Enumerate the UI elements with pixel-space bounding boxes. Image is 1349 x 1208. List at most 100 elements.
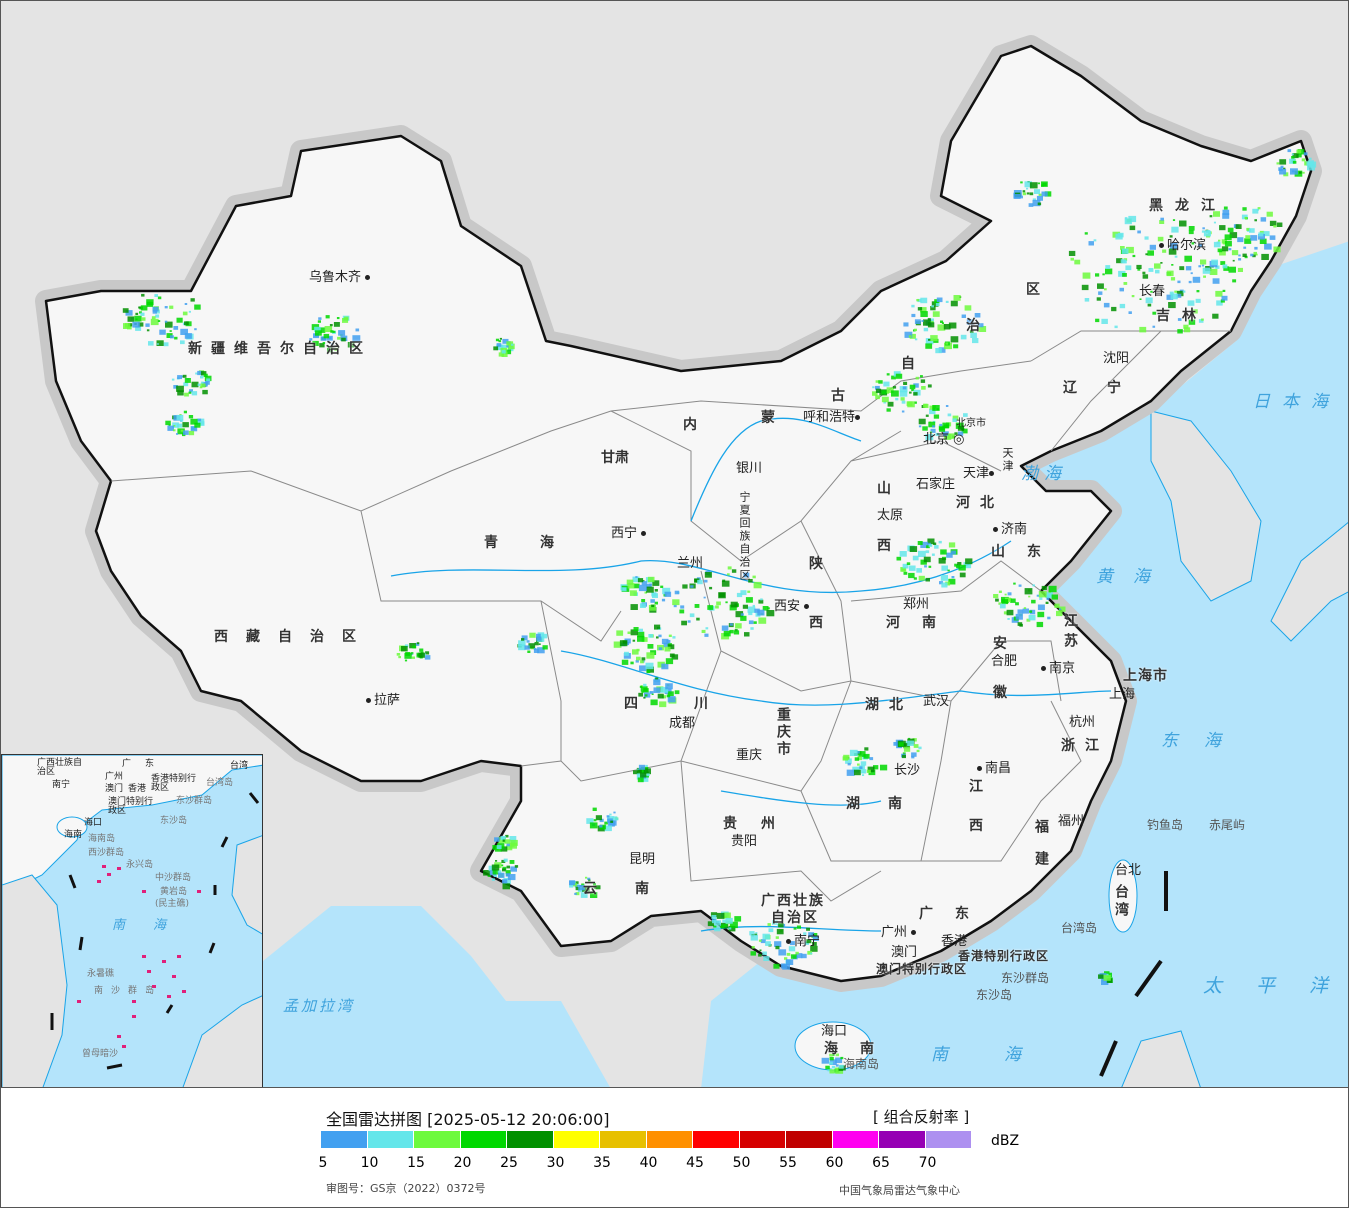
radar-echo-cell <box>1279 168 1287 175</box>
radar-echo-cell <box>1201 318 1204 321</box>
radar-echo-cell <box>891 375 896 380</box>
radar-echo-cell <box>1192 309 1198 314</box>
radar-echo-cell <box>1037 611 1045 618</box>
radar-echo-cell <box>957 425 964 431</box>
radar-echo-cell <box>1051 594 1058 600</box>
radar-map[interactable]: 乌鲁木齐 哈尔滨 长春 沈阳 呼和浩特 北京 ◎ 北京市 天津 石家庄 太原 济… <box>0 0 1349 1088</box>
legend-tick-label: 60 <box>825 1155 844 1171</box>
radar-echo-cell <box>206 378 211 382</box>
radar-echo-cell <box>1044 191 1052 197</box>
product-type: [ 组合反射率 ] <box>873 1108 970 1126</box>
radar-echo-cell <box>1098 974 1104 979</box>
city-beijing-municipality: 北京市 <box>956 418 986 429</box>
radar-echo-cell <box>355 328 360 332</box>
inset-island-mark <box>142 890 146 893</box>
radar-echo-cell <box>640 772 647 778</box>
radar-echo-cell <box>930 335 938 342</box>
radar-echo-cell <box>614 817 619 821</box>
radar-echo-cell <box>916 749 920 753</box>
radar-echo-cell <box>647 644 654 649</box>
city-wuhan: 武汉 <box>923 694 950 709</box>
radar-echo-cell <box>900 397 905 401</box>
radar-echo-cell <box>1155 269 1160 274</box>
radar-echo-cell <box>172 422 179 428</box>
inset-island-mark <box>182 990 186 993</box>
radar-echo-cell <box>978 326 987 332</box>
radar-echo-cell <box>641 581 647 586</box>
radar-echo-cell <box>929 431 933 434</box>
radar-echo-cell <box>908 335 912 338</box>
radar-echo-cell <box>831 1065 836 1069</box>
radar-echo-cell <box>1170 277 1176 281</box>
radar-echo-cell <box>646 771 649 774</box>
province-guangxi-2: 自治区 <box>771 910 819 926</box>
radar-echo-cell <box>954 432 958 435</box>
radar-echo-cell <box>502 338 509 344</box>
radar-echo-cell <box>624 638 631 644</box>
radar-echo-cell <box>1182 290 1186 293</box>
radar-echo-cell <box>1047 616 1051 620</box>
radar-echo-cell <box>509 860 515 864</box>
radar-echo-cell <box>918 425 922 428</box>
radar-echo-cell <box>867 766 875 773</box>
inset-islands <box>77 865 201 1048</box>
radar-echo-cell <box>184 333 192 339</box>
radar-echo-cell <box>146 301 154 307</box>
radar-echo-cell <box>911 313 916 318</box>
radar-echo-cell <box>835 1053 839 1057</box>
radar-echo-cell <box>915 376 919 380</box>
city-taipei: 台北 <box>1115 863 1142 878</box>
radar-echo-cell <box>507 874 516 881</box>
city-hangzhou: 杭州 <box>1069 715 1096 730</box>
radar-echo-cell <box>318 327 326 333</box>
radar-echo-cell <box>511 844 515 847</box>
province-xizang: 西藏自治区 <box>214 629 374 645</box>
radar-echo-cell <box>518 644 526 651</box>
radar-echo-cell <box>1103 302 1110 308</box>
radar-echo-cell <box>1026 192 1030 195</box>
radar-echo-cell <box>315 330 322 336</box>
radar-echo-cell <box>1029 192 1034 196</box>
radar-echo-cell <box>202 389 208 395</box>
radar-echo-cell <box>1160 262 1163 264</box>
radar-echo-cell <box>1032 584 1035 587</box>
map-base <box>35 35 1348 1087</box>
radar-echo-cell <box>644 694 648 697</box>
city-shenyang: 沈阳 <box>1103 351 1130 366</box>
radar-echo-cell <box>1169 291 1174 295</box>
radar-echo-cell <box>643 768 651 775</box>
radar-echo-cell <box>934 545 939 549</box>
radar-echo-cell <box>164 320 168 323</box>
radar-echo-cell <box>1041 585 1047 590</box>
radar-echo-cell <box>331 343 334 346</box>
radar-echo-cell <box>953 295 961 301</box>
radar-echo-cell <box>731 569 737 573</box>
province-border <box>680 760 882 902</box>
radar-echo-cell <box>1111 306 1117 312</box>
city-xining: 西宁 <box>611 527 649 540</box>
sea-pacific: 太平洋 <box>1203 975 1349 997</box>
radar-echo-cell <box>898 742 904 747</box>
province-jilin: 吉林 <box>1156 308 1208 324</box>
radar-echo-cell <box>646 583 652 588</box>
radar-echo-cell <box>955 422 964 429</box>
radar-echo-cell <box>1203 230 1211 237</box>
radar-echo-cell <box>156 340 164 346</box>
city-tianjin: 天津 <box>963 467 997 480</box>
radar-echo-cell <box>138 306 141 309</box>
radar-echo-cell <box>938 540 942 544</box>
radar-echo-cell <box>1166 270 1174 277</box>
radar-echo-cell <box>755 932 758 934</box>
radar-echo-cell <box>507 343 515 350</box>
inset-label-nanhai: 南海 <box>112 918 195 933</box>
radar-echo-cell <box>653 679 661 686</box>
inset-label-hainan-island: 海南岛 <box>88 834 116 844</box>
radar-echo-cell <box>953 344 959 349</box>
radar-echo-cell <box>924 565 927 568</box>
radar-echo-cell <box>163 342 169 347</box>
radar-echo-cell <box>341 337 346 342</box>
radar-echo-cell <box>821 1057 829 1064</box>
radar-echo-cell <box>748 611 753 616</box>
radar-echo-cell <box>1122 260 1127 264</box>
radar-echo-cell <box>1137 268 1141 271</box>
